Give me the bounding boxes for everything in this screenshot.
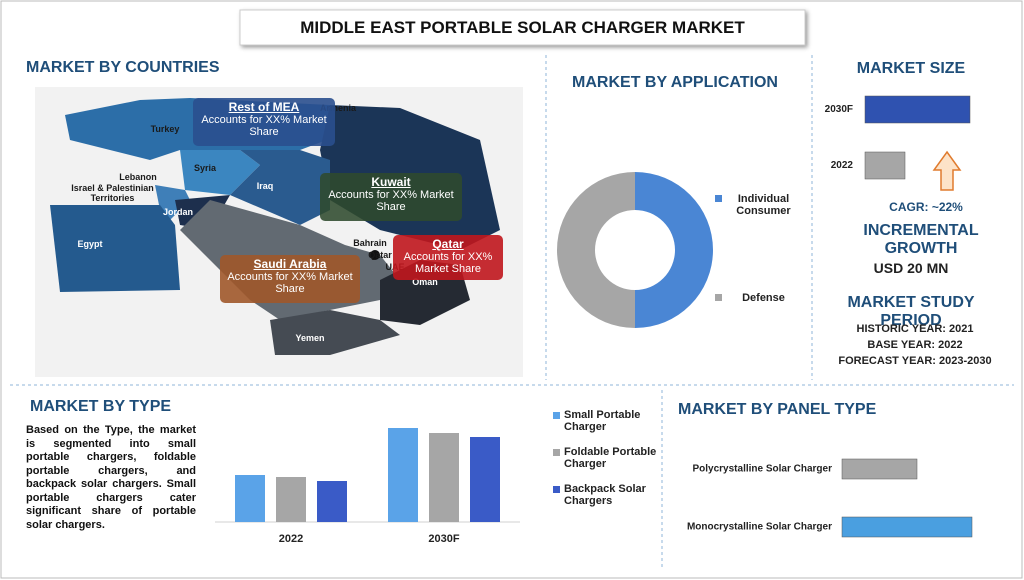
study-line: BASE YEAR: 2022 [867, 339, 963, 351]
x-tick-label: 2030F [428, 533, 459, 545]
category-label: 2030F [825, 104, 853, 115]
map-label: Bahrain [353, 238, 387, 248]
bar [235, 475, 265, 522]
bar [841, 458, 918, 480]
map-label: Egypt [77, 239, 103, 249]
callout-region: Rest of MEA [228, 100, 300, 114]
callout-text: Accounts for XX% Market Share [201, 114, 327, 138]
callout: Saudi Arabia Accounts for XX% Market Shar… [220, 255, 360, 303]
section-heading: MARKET STUDY PERIOD [847, 294, 975, 329]
legend-swatch [553, 449, 560, 456]
title-box [239, 9, 806, 46]
bar [864, 151, 906, 180]
map-label: Israel & Palestinian Territories [71, 183, 154, 203]
map-label: Syria [193, 163, 217, 173]
callout-text: Accounts for XX% Market Share [227, 271, 353, 295]
callout-region: Saudi Arabia [253, 257, 327, 271]
bar [864, 95, 971, 124]
map-label: Yemen [295, 333, 325, 343]
bar [429, 433, 459, 522]
bar [470, 437, 500, 522]
category-label: 2022 [831, 160, 854, 171]
dividers [10, 55, 1014, 570]
legend-swatch [715, 195, 722, 202]
type-description: Based on the Type, the market is segment… [26, 424, 196, 531]
section-heading: MARKET BY APPLICATION [572, 74, 778, 91]
legend-label: Defense [742, 292, 785, 304]
pie-slice [635, 172, 713, 328]
map-label: Turkey [150, 124, 180, 134]
callout: Rest of MEA Accounts for XX% Market Share [193, 98, 335, 146]
incremental-value: USD 20 MN [873, 260, 949, 276]
pie-slice [557, 172, 635, 328]
section-heading: INCREMENTAL GROWTH [863, 222, 979, 257]
section-heading: MARKET BY PANEL TYPE [678, 401, 877, 418]
legend-label: Backpack Solar Chargers [564, 483, 646, 507]
cagr-arrow [932, 150, 962, 191]
section-heading: MARKET SIZE [856, 60, 966, 77]
category-label: Monocrystalline Solar Charger [687, 522, 832, 533]
page-title: MIDDLE EAST PORTABLE SOLAR CHARGER MARKE… [300, 18, 745, 37]
map-label: Lebanon [119, 172, 157, 182]
bar [841, 516, 973, 538]
callout: Qatar Accounts for XX% Market Share [393, 235, 503, 280]
legend-label: Small Portable Charger [564, 409, 641, 433]
x-tick-label: 2022 [279, 533, 303, 545]
callout: Kuwait Accounts for XX% Market Share [320, 173, 462, 221]
callout-text: Accounts for XX% Market Share [403, 251, 493, 275]
study-line: HISTORIC YEAR: 2021 [856, 323, 974, 335]
legend-label: Individual Consumer [736, 193, 791, 217]
map-label: Armenia [319, 103, 356, 113]
cagr: CAGR: ~22% [889, 200, 963, 214]
bar [388, 428, 418, 522]
legend-swatch [553, 412, 560, 419]
callout-region: Kuwait [371, 175, 411, 189]
map-label: Qatar [368, 250, 392, 260]
bar [276, 477, 306, 522]
legend-swatch [553, 486, 560, 493]
section-heading: MARKET BY COUNTRIES [26, 59, 220, 76]
map-label: Oman [412, 277, 438, 287]
map-label: Jordan [163, 207, 194, 217]
map-label: Iraq [256, 181, 274, 191]
study-line: FORECAST YEAR: 2023-2030 [838, 355, 992, 367]
legend-label: Foldable Portable Charger [564, 446, 657, 470]
callout-text: Accounts for XX% Market Share [328, 189, 454, 213]
section-heading: MARKET BY TYPE [30, 398, 172, 415]
legend-swatch [715, 294, 722, 301]
category-label: Polycrystalline Solar Charger [692, 464, 832, 475]
callout-region: Qatar [432, 237, 464, 251]
bar [317, 481, 347, 522]
